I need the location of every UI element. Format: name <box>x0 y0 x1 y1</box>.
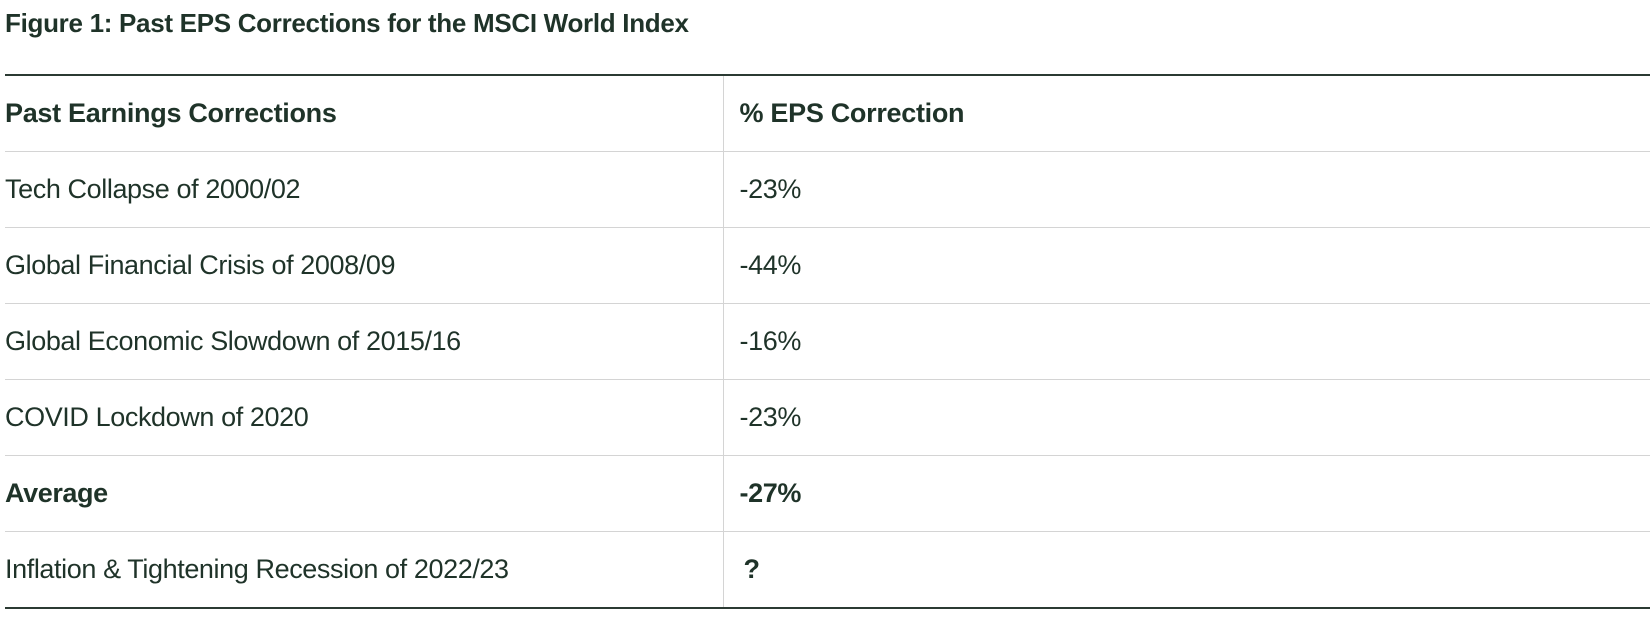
table-body: Tech Collapse of 2000/02 -23% Global Fin… <box>5 151 1650 608</box>
row-value: -23% <box>722 379 1650 456</box>
table-header: Past Earnings Corrections % EPS Correcti… <box>5 75 1650 152</box>
average-label: Average <box>5 455 723 532</box>
table-row: Inflation & Tightening Recession of 2022… <box>5 531 1650 608</box>
average-row: Average -27% <box>5 455 1650 532</box>
row-value: -16% <box>722 303 1650 380</box>
table-row: COVID Lockdown of 2020 -23% <box>5 379 1650 456</box>
header-row: Past Earnings Corrections % EPS Correcti… <box>5 75 1650 152</box>
table-row: Global Economic Slowdown of 2015/16 -16% <box>5 303 1650 380</box>
figure-title: Figure 1: Past EPS Corrections for the M… <box>5 8 689 38</box>
column-header-past-earnings-corrections: Past Earnings Corrections <box>5 75 723 152</box>
column-header-eps-correction: % EPS Correction <box>722 75 1650 152</box>
table-row: Tech Collapse of 2000/02 -23% <box>5 151 1650 228</box>
table-row: Global Financial Crisis of 2008/09 -44% <box>5 227 1650 304</box>
row-label: Tech Collapse of 2000/02 <box>5 151 723 228</box>
row-value: -23% <box>722 151 1650 228</box>
row-label: Inflation & Tightening Recession of 2022… <box>5 554 509 584</box>
eps-corrections-table: Past Earnings Corrections % EPS Correcti… <box>5 74 1650 609</box>
average-value: -27% <box>722 455 1650 532</box>
row-label: Global Financial Crisis of 2008/09 <box>5 227 723 304</box>
row-label: COVID Lockdown of 2020 <box>5 379 723 456</box>
unknown-value: ? <box>722 531 1650 608</box>
row-label: Global Economic Slowdown of 2015/16 <box>5 303 723 380</box>
row-value: -44% <box>722 227 1650 304</box>
